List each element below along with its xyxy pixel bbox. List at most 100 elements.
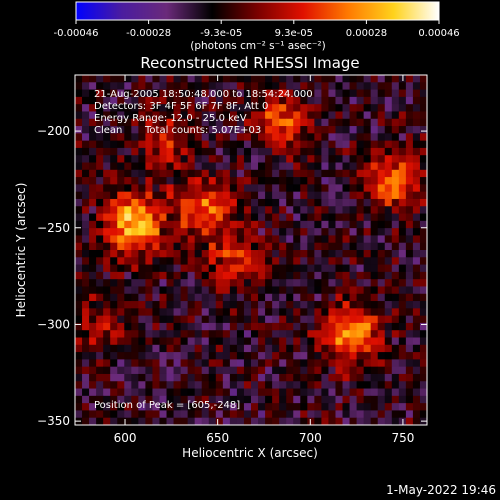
heatmap-cell [300, 301, 308, 309]
heatmap-cell [194, 322, 203, 331]
heatmap-cell [166, 184, 174, 193]
heatmap-cell [272, 286, 280, 295]
heatmap-cell [412, 118, 421, 127]
heatmap-cell [152, 359, 160, 368]
heatmap-cell [145, 242, 153, 251]
colorbar-tick-label: -0.00028 [126, 28, 171, 39]
heatmap-cell [173, 330, 181, 338]
heatmap-cell [300, 322, 308, 331]
heatmap-cell [314, 373, 322, 382]
heatmap-cell [419, 133, 427, 142]
heatmap-cell [110, 126, 118, 134]
heatmap-cell [194, 155, 203, 163]
heatmap-cell [412, 301, 421, 309]
heatmap-cell [75, 352, 83, 360]
heatmap-cell [328, 257, 336, 265]
heatmap-cell [272, 366, 280, 375]
heatmap-cell [335, 155, 343, 163]
heatmap-cell [215, 344, 224, 353]
heatmap-cell [412, 337, 421, 346]
heatmap-cell [335, 286, 343, 295]
heatmap-cell [187, 373, 196, 382]
heatmap-cell [307, 315, 315, 324]
heatmap-cell [159, 177, 167, 185]
heatmap-cell [82, 381, 90, 389]
heatmap-cell [145, 286, 153, 295]
heatmap-cell [356, 410, 365, 419]
heatmap-cell [251, 169, 259, 178]
heatmap-cell [258, 301, 266, 309]
heatmap-cell [82, 213, 90, 222]
heatmap-cell [89, 126, 97, 134]
heatmap-cell [145, 235, 153, 244]
heatmap-cell [314, 198, 322, 207]
heatmap-cell [300, 118, 308, 127]
heatmap-cell [391, 286, 400, 295]
heatmap-cell [363, 177, 372, 185]
heatmap-cell [215, 330, 224, 338]
heatmap-cell [138, 235, 146, 244]
heatmap-cell [384, 264, 393, 273]
heatmap-cell [356, 191, 365, 200]
heatmap-cell [279, 410, 287, 419]
heatmap-cell [412, 286, 421, 295]
heatmap-cell [117, 89, 125, 98]
heatmap-cell [222, 395, 231, 404]
heatmap-cell [293, 82, 301, 90]
heatmap-cell [272, 82, 280, 90]
heatmap-cell [82, 133, 90, 142]
heatmap-cell [215, 89, 224, 98]
heatmap-cell [356, 198, 365, 207]
heatmap-cell [96, 177, 104, 185]
heatmap-cell [180, 198, 189, 207]
heatmap-cell [412, 220, 421, 229]
heatmap-cell [166, 104, 174, 112]
heatmap-cell [229, 162, 238, 171]
heatmap-cell [75, 293, 83, 302]
heatmap-cell [75, 286, 83, 295]
heatmap-cell [321, 337, 329, 346]
heatmap-cell [363, 89, 372, 98]
heatmap-cell [201, 264, 210, 273]
heatmap-cell [110, 286, 118, 295]
heatmap-cell [251, 308, 259, 317]
heatmap-cell [138, 96, 146, 105]
heatmap-cell [286, 264, 294, 273]
heatmap-cell [103, 206, 111, 214]
heatmap-cell [124, 344, 132, 353]
heatmap-cell [314, 359, 322, 368]
heatmap-cell [363, 191, 372, 200]
heatmap-cell [286, 177, 294, 185]
heatmap-cell [131, 82, 139, 90]
heatmap-cell [236, 162, 245, 171]
heatmap-cell [328, 220, 336, 229]
heatmap-cell [279, 271, 287, 280]
heatmap-cell [405, 373, 414, 382]
y-tick-label: −250 [37, 221, 70, 235]
heatmap-cell [384, 162, 393, 171]
heatmap-cell [243, 198, 252, 207]
heatmap-cell [391, 75, 400, 83]
heatmap-cell [363, 271, 372, 280]
heatmap-cell [279, 177, 287, 185]
heatmap-cell [215, 147, 224, 156]
heatmap-cell [258, 133, 266, 142]
heatmap-cell [173, 279, 181, 287]
heatmap-cell [391, 395, 400, 404]
heatmap-cell [251, 257, 259, 265]
heatmap-cell [187, 308, 196, 317]
heatmap-cell [356, 352, 365, 360]
heatmap-cell [328, 89, 336, 98]
heatmap-cell [335, 147, 343, 156]
heatmap-cell [321, 155, 329, 163]
heatmap-cell [117, 147, 125, 156]
heatmap-cell [328, 118, 336, 127]
heatmap-cell [293, 279, 301, 287]
heatmap-cell [356, 111, 365, 120]
heatmap-cell [194, 213, 203, 222]
heatmap-cell [166, 330, 174, 338]
heatmap-cell [236, 344, 245, 353]
heatmap-cell [187, 235, 196, 244]
heatmap-cell [152, 89, 160, 98]
heatmap-cell [258, 417, 266, 425]
